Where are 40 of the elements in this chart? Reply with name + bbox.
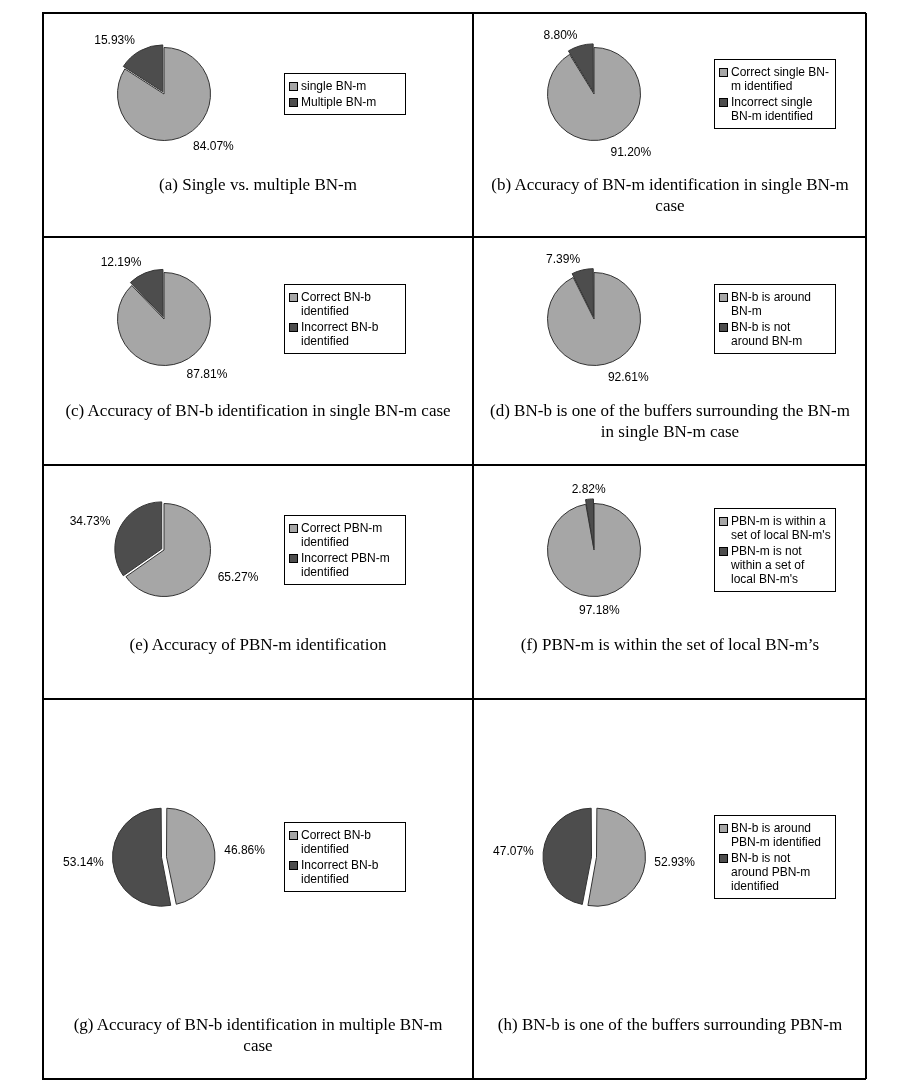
data-label: 47.07% <box>493 843 535 858</box>
text: (f) PBN-m is within the set of local BN-m’s <box>519 634 821 656</box>
legend-label: Incorrect PBN-m identified <box>301 551 391 579</box>
data-label: 97.18% <box>579 602 621 617</box>
text: (c) Accuracy of BN-b identification in single BN-m case <box>64 400 452 422</box>
data-label: 15.93% <box>94 33 136 48</box>
legend-label: BN-b is around PBN-m identified <box>731 821 823 849</box>
text: (g) Accuracy of BN-b identification in multiple BN-m case <box>72 1014 444 1057</box>
data-label: 53.14% <box>63 855 105 870</box>
legend-label: Multiple BN-m <box>301 95 377 109</box>
legend-label: PBN-m is within a set of local BN-m's <box>731 514 831 542</box>
data-label: 87.81% <box>186 367 228 382</box>
data-label: 8.80% <box>543 28 578 43</box>
data-label: 12.19% <box>100 255 142 270</box>
legend-label: Correct PBN-m identified <box>301 521 384 549</box>
data-label: 92.61% <box>607 370 649 385</box>
data-label: 34.73% <box>69 514 111 529</box>
text: (b) Accuracy of BN-m identification in single BN-m case <box>490 174 850 217</box>
legend-label: PBN-m is not within a set of local BN-m's <box>731 544 806 586</box>
data-label: 2.82% <box>571 482 606 497</box>
legend-label: single BN-m <box>301 79 367 93</box>
legend-label: Correct single BN-m identified <box>731 65 831 93</box>
legend-label: Incorrect BN-b identified <box>301 320 380 348</box>
data-label: 84.07% <box>193 139 235 154</box>
legend-label: Correct BN-b identified <box>301 828 372 856</box>
data-label: 91.20% <box>610 144 652 159</box>
text: (d) BN-b is one of the buffers surrounding the BN-m in single BN-m case <box>489 400 851 443</box>
text: (e) Accuracy of PBN-m identification <box>128 634 388 656</box>
text: (h) BN-b is one of the buffers surrounding PBN-m <box>496 1014 844 1036</box>
data-label: 52.93% <box>654 854 696 869</box>
text: (a) Single vs. multiple BN-m <box>158 174 358 196</box>
legend-label: Incorrect BN-b identified <box>301 858 380 886</box>
legend-label: Correct BN-b identified <box>301 290 372 318</box>
data-label: 46.86% <box>224 843 266 858</box>
legend-label: Incorrect single BN-m identified <box>731 95 815 123</box>
legend-label: BN-b is around BN-m <box>731 290 813 318</box>
legend-label: BN-b is not around BN-m <box>731 320 804 348</box>
legend-label: BN-b is not around PBN-m identified <box>731 851 812 893</box>
data-label: 65.27% <box>217 570 259 585</box>
data-label: 7.39% <box>546 252 581 267</box>
